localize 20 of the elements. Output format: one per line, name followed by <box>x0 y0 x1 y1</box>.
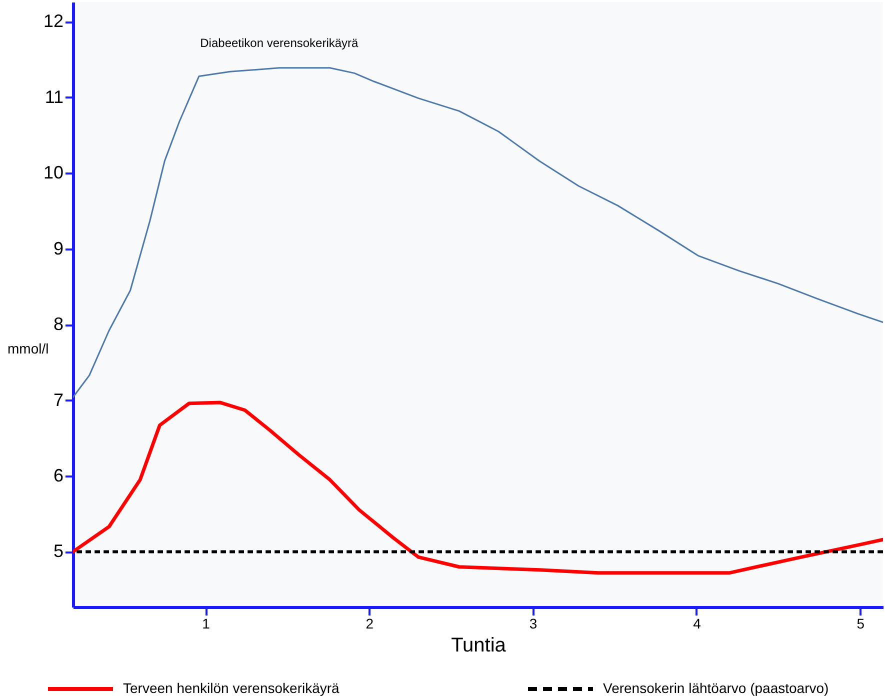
y-tick-label: 12 <box>43 11 64 32</box>
y-axis-title: mmol/l <box>8 340 49 356</box>
x-tick-label: 4 <box>693 616 702 632</box>
legend-label: Terveen henkilön verensokerikäyrä <box>123 680 340 696</box>
y-tick-label: 11 <box>44 86 64 107</box>
y-tick-label: 6 <box>53 466 64 486</box>
line-series <box>73 400 883 575</box>
x-tick-label: 2 <box>366 616 374 632</box>
legend-label: Verensokerin lähtöarvo (paastoarvo) <box>603 680 829 696</box>
x-tick-label: 5 <box>856 616 865 632</box>
series-label: Diabeetikon verensokerikäyrä <box>200 36 359 50</box>
y-tick-label: 8 <box>53 314 64 334</box>
y-tick-label: 7 <box>53 390 64 410</box>
y-tick-label: 9 <box>53 238 64 258</box>
y-tick-label: 10 <box>43 162 64 183</box>
x-tick-label: 1 <box>202 616 210 632</box>
x-tick-label: 3 <box>529 616 538 632</box>
x-axis-title: Tuntia <box>451 634 507 656</box>
line-series <box>73 67 883 398</box>
y-tick-label: 5 <box>53 541 64 562</box>
